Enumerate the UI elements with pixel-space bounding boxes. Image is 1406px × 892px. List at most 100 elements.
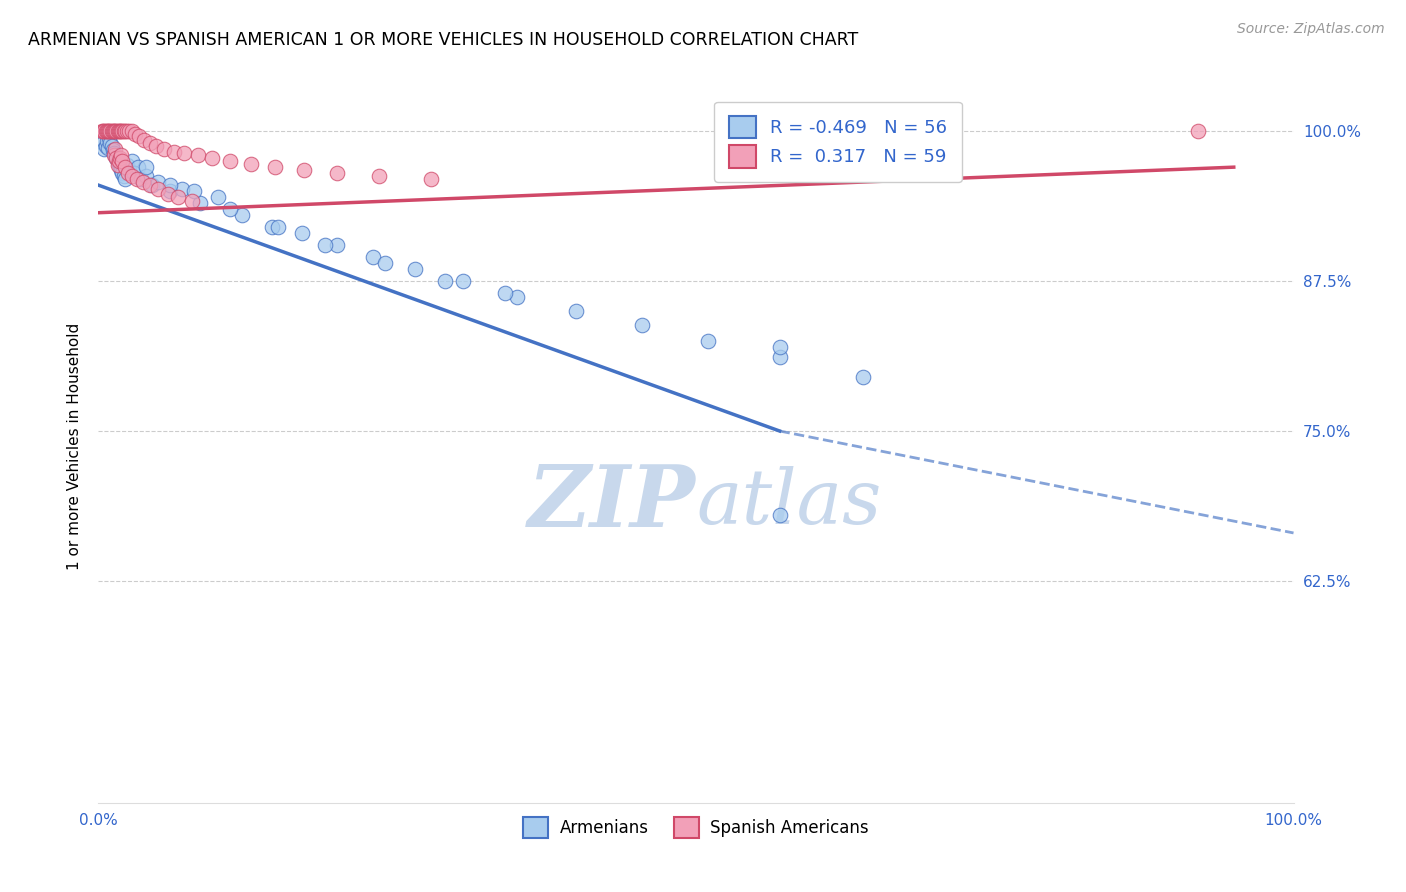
Point [107,124,129,138]
Point [104,148,127,162]
Point [159,178,181,193]
Point [112,124,135,138]
Point [494,286,516,301]
Point [135,160,157,174]
Point [132,132,155,146]
Y-axis label: 1 or more Vehicles in Household: 1 or more Vehicles in Household [66,322,82,570]
Point [172,182,194,196]
Point [159,184,181,198]
Point [110,162,132,177]
Point [98,124,121,138]
Point [187,148,209,162]
Point [374,256,396,270]
Point [111,166,134,180]
Point [110,148,132,162]
Point [97,124,120,138]
Point [93,142,115,156]
Point [93,124,115,138]
Point [139,178,162,193]
Point [139,136,162,151]
Point [115,158,138,172]
Point [404,262,426,277]
Point [104,142,127,156]
Point [103,148,125,162]
Point [291,226,314,240]
Point [368,169,391,183]
Point [135,169,157,183]
Point [98,131,121,145]
Point [565,304,588,318]
Point [219,202,242,216]
Point [631,318,654,333]
Point [121,169,143,183]
Point [267,220,290,235]
Point [124,127,146,141]
Point [131,175,153,189]
Point [264,160,287,174]
Text: ARMENIAN VS SPANISH AMERICAN 1 OR MORE VEHICLES IN HOUSEHOLD CORRELATION CHART: ARMENIAN VS SPANISH AMERICAN 1 OR MORE V… [28,31,859,49]
Point [111,124,134,138]
Point [100,138,122,153]
Point [108,160,131,174]
Point [103,145,125,160]
Point [315,238,337,252]
Point [131,172,153,186]
Point [94,138,117,153]
Text: atlas: atlas [696,467,882,540]
Text: Source: ZipAtlas.com: Source: ZipAtlas.com [1237,22,1385,37]
Point [173,145,195,160]
Point [105,151,128,165]
Point [260,220,283,235]
Point [108,151,131,165]
Point [163,145,186,159]
Point [91,124,114,138]
Point [117,166,139,180]
Point [96,134,118,148]
Point [104,124,127,138]
Point [94,124,117,138]
Point [97,141,120,155]
Point [768,508,790,522]
Point [114,124,136,138]
Point [148,175,170,189]
Point [167,190,190,204]
Point [101,124,124,138]
Point [419,172,441,186]
Point [105,151,128,165]
Point [121,154,143,169]
Point [125,172,148,186]
Point [188,196,211,211]
Point [141,178,163,193]
Point [100,124,122,138]
Point [98,124,122,138]
Point [124,166,146,180]
Point [107,158,129,172]
Point [852,370,875,384]
Point [110,124,132,138]
Point [180,194,202,208]
Point [153,142,176,156]
Point [111,154,134,169]
Point [240,156,263,170]
Point [292,162,315,177]
Point [363,250,385,264]
Point [156,186,179,201]
Point [326,166,349,180]
Point [112,169,135,183]
Point [506,290,529,304]
Point [101,144,124,158]
Point [121,124,143,138]
Point [96,124,118,138]
Point [219,154,242,169]
Point [105,124,128,138]
Point [115,124,138,138]
Point [107,156,129,170]
Point [103,124,125,138]
Point [108,124,131,138]
Text: ZIP: ZIP [529,461,696,545]
Point [107,124,129,138]
Point [207,190,229,204]
Point [98,136,122,151]
Point [451,274,474,288]
Point [91,124,114,138]
